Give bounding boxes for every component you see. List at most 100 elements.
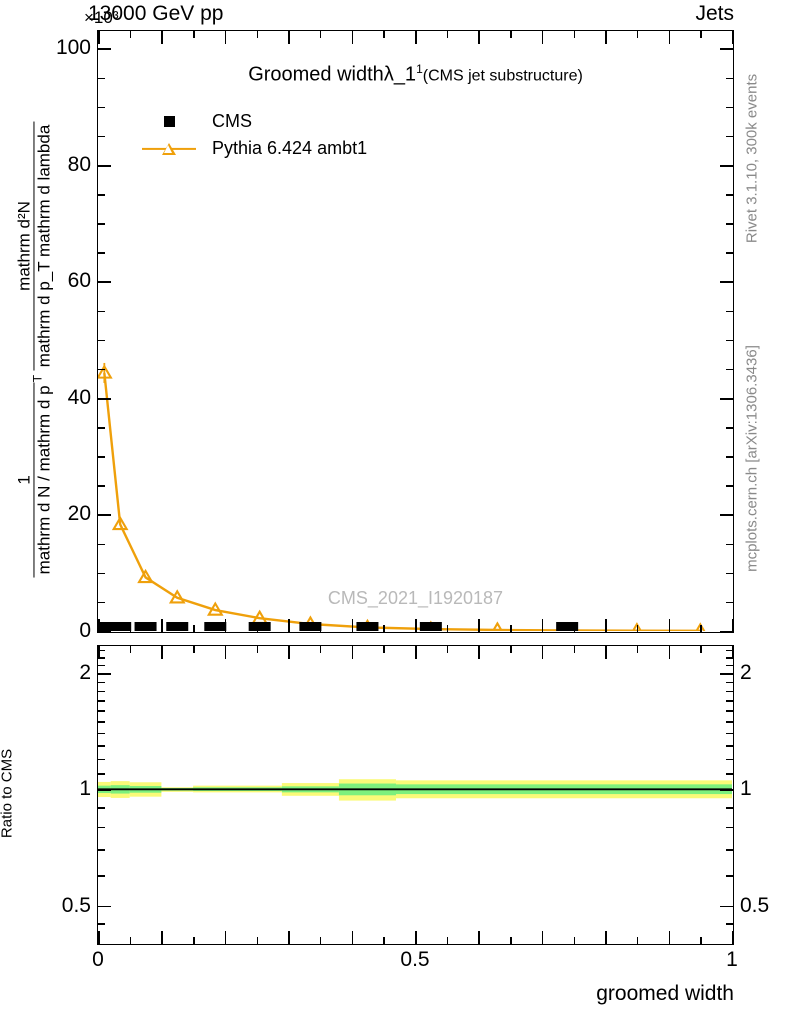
y-axis-minor-tick-right bbox=[726, 543, 733, 546]
ratio-y-minor-tick-right bbox=[726, 657, 733, 659]
y-axis-label-denominator-dn: mathrm d N / mathrm d p bbox=[34, 385, 54, 575]
x-axis-minor-tick bbox=[573, 625, 576, 632]
ratio-x-minor-tick-top bbox=[700, 646, 702, 653]
x-axis-minor-tick-top bbox=[129, 31, 132, 38]
y-axis-minor-tick bbox=[98, 601, 105, 604]
x-axis-minor-tick bbox=[193, 625, 195, 632]
y-axis-minor-tick bbox=[98, 543, 105, 546]
x-axis-major-tick-top bbox=[415, 31, 417, 44]
ratio-y-minor-tick-right bbox=[726, 732, 733, 735]
y-axis-minor-tick bbox=[98, 456, 105, 458]
y-axis-label-numerator-one: 1 bbox=[14, 382, 35, 578]
y-axis-minor-tick bbox=[98, 485, 105, 487]
x-axis-major-tick bbox=[732, 619, 734, 632]
pythia-data-point bbox=[168, 589, 186, 604]
y-axis-minor-tick-right bbox=[726, 106, 733, 109]
ratio-y-minor-tick bbox=[98, 773, 105, 775]
y-axis-minor-tick-right bbox=[726, 368, 733, 371]
ratio-x-minor-tick bbox=[129, 937, 132, 944]
ratio-x-major-tick-top bbox=[478, 646, 480, 659]
generator-info-label: Rivet 3.1.10, 300k events bbox=[743, 73, 761, 244]
ratio-y-minor-tick-right bbox=[726, 849, 733, 851]
y-axis-label-numerator-d2n: mathrm d²N bbox=[14, 121, 35, 371]
ratio-x-minor-tick bbox=[256, 937, 259, 944]
ratio-plot-canvas bbox=[98, 779, 732, 801]
ratio-y-minor-tick bbox=[98, 849, 105, 851]
ratio-y-major-tick bbox=[98, 789, 111, 791]
pythia-data-point bbox=[111, 515, 129, 531]
y-axis-major-tick bbox=[98, 397, 111, 400]
analysis-id-watermark: CMS_2021_I1920187 bbox=[327, 588, 504, 608]
ratio-y-minor-tick-right bbox=[726, 806, 733, 809]
ratio-x-major-tick-top bbox=[224, 646, 227, 659]
legend-item-cms[interactable]: CMS bbox=[140, 108, 367, 135]
ratio-y-minor-tick-right bbox=[726, 690, 733, 693]
y-axis-minor-tick-right bbox=[726, 485, 733, 487]
cms-data-point bbox=[204, 622, 227, 631]
x-axis-major-tick-top bbox=[161, 31, 163, 44]
ratio-y-minor-tick bbox=[98, 657, 105, 659]
plot-title-exponent: 1 bbox=[416, 62, 423, 76]
ratio-y-major-tick-right bbox=[720, 789, 733, 791]
cms-data-point bbox=[134, 622, 157, 631]
ratio-x-minor-tick bbox=[510, 937, 512, 944]
y-axis-minor-tick-right bbox=[726, 135, 733, 138]
ratio-y-minor-tick-right bbox=[726, 681, 733, 684]
y-axis-minor-tick-right bbox=[726, 310, 733, 313]
ratio-x-minor-tick bbox=[700, 937, 702, 944]
ratio-x-minor-tick-top bbox=[319, 646, 322, 653]
x-axis-minor-tick-top bbox=[319, 31, 322, 38]
cms-data-point bbox=[299, 622, 322, 631]
ratio-y-tick-label-right: 0.5 bbox=[740, 893, 770, 917]
x-axis-major-tick bbox=[541, 619, 544, 632]
ratio-x-minor-tick-top bbox=[256, 646, 259, 653]
ratio-y-minor-tick-right bbox=[726, 649, 733, 652]
ratio-x-minor-tick-top bbox=[573, 646, 576, 653]
x-axis-minor-tick-top bbox=[636, 31, 639, 38]
ratio-y-minor-tick bbox=[98, 681, 105, 684]
ratio-y-tick-label: 2 bbox=[79, 661, 91, 685]
y-axis-scale-factor: ×10³ bbox=[84, 8, 119, 27]
pythia-data-point bbox=[206, 601, 224, 616]
cms-data-point bbox=[248, 622, 271, 631]
x-axis-minor-tick bbox=[636, 625, 639, 632]
y-axis-major-tick bbox=[98, 514, 111, 517]
ratio-x-major-tick-top bbox=[732, 646, 734, 659]
y-axis-major-tick-right bbox=[720, 631, 733, 633]
ratio-y-minor-tick bbox=[98, 664, 105, 667]
x-axis-minor-tick bbox=[256, 625, 259, 632]
y-axis-tick-label: 60 bbox=[67, 269, 91, 293]
y-axis-minor-tick bbox=[98, 77, 105, 80]
y-axis-minor-tick-right bbox=[726, 194, 733, 196]
ratio-x-major-tick-top bbox=[415, 646, 417, 659]
x-axis-minor-tick bbox=[319, 625, 322, 632]
legend-label-pythia: Pythia 6.424 ambt1 bbox=[212, 138, 368, 158]
ratio-x-minor-tick bbox=[193, 937, 195, 944]
y-axis-minor-tick bbox=[98, 252, 105, 254]
ratio-y-tick-label-right: 2 bbox=[740, 661, 752, 685]
ratio-plot-panel: 0.5 0.5 1 1 2 2 0 0.5 1 bbox=[62, 645, 769, 971]
y-axis-major-tick-right bbox=[720, 397, 733, 400]
y-axis-minor-tick-right bbox=[726, 252, 733, 254]
y-axis-minor-tick bbox=[98, 339, 105, 342]
ratio-x-minor-tick-top bbox=[129, 646, 132, 653]
y-axis-major-tick-right bbox=[720, 48, 733, 51]
y-axis-minor-tick bbox=[98, 223, 105, 225]
ratio-y-minor-tick bbox=[98, 745, 105, 747]
x-axis-major-tick bbox=[224, 619, 227, 632]
x-axis-minor-tick bbox=[383, 625, 385, 632]
legend-item-pythia[interactable]: Pythia 6.424 ambt1 bbox=[140, 135, 367, 162]
y-axis-minor-tick-right bbox=[726, 223, 733, 225]
ratio-x-major-tick bbox=[605, 931, 607, 944]
x-axis-tick-label: 1 bbox=[726, 948, 738, 971]
x-axis-major-tick bbox=[351, 619, 354, 632]
x-axis-minor-tick-top bbox=[193, 31, 195, 38]
ratio-x-minor-tick bbox=[636, 937, 639, 944]
y-axis-minor-tick bbox=[98, 310, 105, 313]
ratio-x-minor-tick-top bbox=[446, 646, 449, 653]
x-axis-minor-tick-top bbox=[510, 31, 512, 38]
ratio-y-minor-tick-right bbox=[726, 758, 733, 761]
plot-title-main: Groomed width bbox=[248, 63, 384, 86]
y-axis-major-tick bbox=[98, 164, 111, 167]
ratio-y-minor-tick bbox=[98, 923, 105, 925]
